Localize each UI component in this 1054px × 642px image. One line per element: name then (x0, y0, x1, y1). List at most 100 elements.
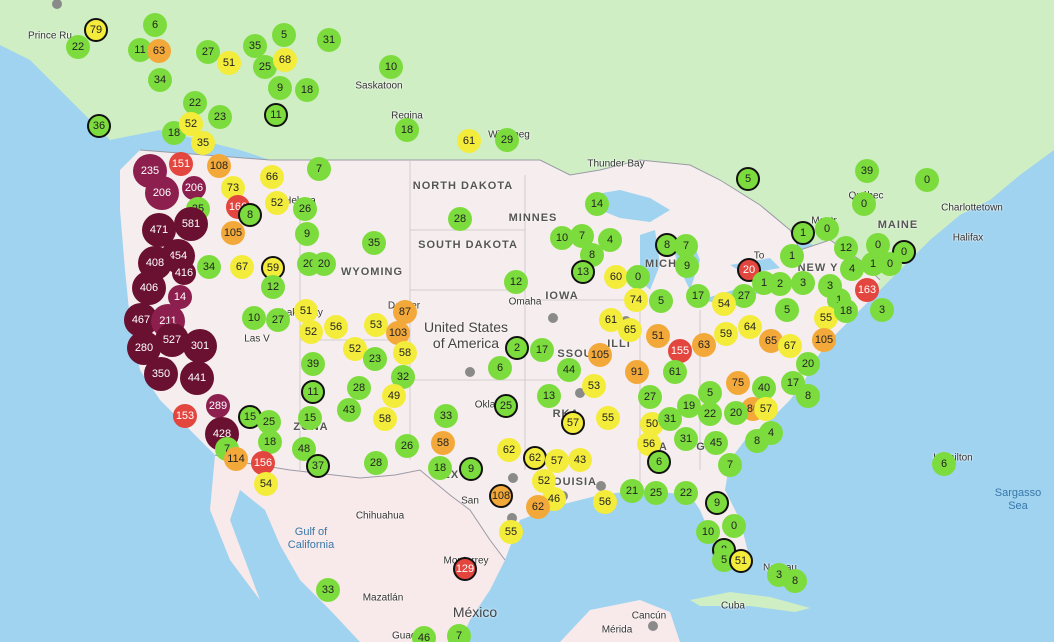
aqi-marker[interactable]: 15 (298, 406, 322, 430)
aqi-marker[interactable]: 56 (593, 490, 617, 514)
aqi-marker[interactable]: 0 (878, 252, 902, 276)
aqi-marker[interactable]: 9 (268, 76, 292, 100)
aqi-marker[interactable]: 416 (172, 261, 196, 285)
aqi-marker[interactable]: 51 (729, 549, 753, 573)
aqi-marker[interactable]: 37 (306, 454, 330, 478)
aqi-marker[interactable]: 8 (783, 569, 807, 593)
aqi-marker[interactable]: 6 (932, 452, 956, 476)
aqi-marker[interactable]: 25 (644, 481, 668, 505)
aqi-marker[interactable]: 6 (143, 13, 167, 37)
aqi-marker[interactable]: 114 (224, 447, 248, 471)
aqi-marker[interactable]: 45 (704, 431, 728, 455)
aqi-marker[interactable]: 13 (537, 384, 561, 408)
aqi-marker[interactable]: 49 (382, 384, 406, 408)
aqi-marker[interactable]: 58 (373, 407, 397, 431)
aqi-marker[interactable]: 67 (778, 334, 802, 358)
aqi-marker[interactable]: 17 (686, 284, 710, 308)
aqi-marker[interactable]: 9 (675, 254, 699, 278)
aqi-marker[interactable]: 51 (217, 51, 241, 75)
aqi-marker[interactable]: 91 (625, 360, 649, 384)
aqi-marker[interactable]: 31 (317, 28, 341, 52)
aqi-marker[interactable]: 20 (312, 252, 336, 276)
aqi-marker[interactable]: 55 (499, 520, 523, 544)
aqi-marker[interactable]: 26 (293, 197, 317, 221)
aqi-marker[interactable]: 55 (596, 406, 620, 430)
aqi-marker[interactable]: 22 (183, 91, 207, 115)
aqi-marker[interactable]: 75 (726, 371, 750, 395)
aqi-marker[interactable]: 406 (132, 271, 166, 305)
aqi-marker[interactable]: 105 (812, 328, 836, 352)
aqi-marker[interactable]: 35 (191, 131, 215, 155)
aqi-marker[interactable]: 74 (624, 288, 648, 312)
aqi-marker[interactable]: 301 (183, 329, 217, 363)
aqi-marker[interactable]: 57 (561, 411, 585, 435)
aqi-marker[interactable]: 5 (775, 298, 799, 322)
aqi-marker[interactable]: 3 (791, 271, 815, 295)
aqi-marker[interactable]: 21 (620, 479, 644, 503)
aqi-marker[interactable]: 56 (324, 315, 348, 339)
aqi-marker[interactable]: 36 (87, 114, 111, 138)
aqi-marker[interactable]: 35 (362, 231, 386, 255)
aqi-marker[interactable]: 27 (638, 385, 662, 409)
aqi-marker[interactable]: 57 (754, 397, 778, 421)
aqi-marker[interactable]: 129 (453, 557, 477, 581)
aqi-marker[interactable]: 20 (796, 352, 820, 376)
aqi-marker[interactable]: 11 (264, 103, 288, 127)
aqi-marker[interactable]: 23 (363, 347, 387, 371)
aqi-marker[interactable]: 22 (66, 35, 90, 59)
aqi-marker[interactable]: 163 (855, 278, 879, 302)
aqi-marker[interactable]: 44 (557, 358, 581, 382)
aqi-marker[interactable]: 66 (260, 165, 284, 189)
aqi-marker[interactable]: 62 (497, 438, 521, 462)
aqi-marker[interactable]: 62 (526, 495, 550, 519)
aqi-marker[interactable]: 10 (379, 55, 403, 79)
aqi-marker[interactable]: 4 (759, 421, 783, 445)
aqi-marker[interactable]: 39 (301, 352, 325, 376)
aqi-marker[interactable]: 105 (588, 343, 612, 367)
aqi-marker[interactable]: 7 (718, 453, 742, 477)
aqi-marker[interactable]: 28 (347, 376, 371, 400)
aqi-marker[interactable]: 441 (180, 361, 214, 395)
aqi-marker[interactable]: 1 (791, 221, 815, 245)
aqi-marker[interactable]: 3 (870, 298, 894, 322)
aqi-marker[interactable]: 54 (712, 292, 736, 316)
aqi-marker[interactable]: 153 (173, 404, 197, 428)
aqi-marker[interactable]: 51 (294, 299, 318, 323)
aqi-marker[interactable]: 18 (295, 78, 319, 102)
aqi-marker[interactable]: 108 (489, 484, 513, 508)
aqi-marker[interactable]: 28 (364, 451, 388, 475)
aqi-marker[interactable]: 9 (705, 491, 729, 515)
aqi-marker[interactable]: 14 (585, 192, 609, 216)
aqi-marker[interactable]: 2 (768, 272, 792, 296)
aqi-marker[interactable]: 39 (855, 159, 879, 183)
aqi-marker[interactable]: 8 (796, 384, 820, 408)
aqi-marker[interactable]: 581 (174, 207, 208, 241)
aqi-marker[interactable]: 0 (915, 168, 939, 192)
aqi-marker[interactable]: 0 (815, 217, 839, 241)
aqi-marker[interactable]: 9 (295, 222, 319, 246)
aqi-marker[interactable]: 108 (207, 154, 231, 178)
aqi-marker[interactable]: 65 (618, 318, 642, 342)
aqi-marker[interactable]: 13 (571, 260, 595, 284)
aqi-marker[interactable]: 17 (530, 338, 554, 362)
aqi-marker[interactable]: 23 (208, 105, 232, 129)
aqi-marker[interactable]: 58 (431, 431, 455, 455)
aqi-marker[interactable]: 0 (852, 192, 876, 216)
aqi-marker[interactable]: 26 (395, 434, 419, 458)
aqi-marker[interactable]: 53 (364, 313, 388, 337)
aqi-marker[interactable]: 52 (265, 191, 289, 215)
aqi-marker[interactable]: 6 (488, 356, 512, 380)
aqi-marker[interactable]: 206 (145, 176, 179, 210)
aqi-marker[interactable]: 52 (299, 320, 323, 344)
aqi-marker[interactable]: 8 (238, 203, 262, 227)
aqi-marker[interactable]: 25 (494, 394, 518, 418)
aqi-marker[interactable]: 20 (724, 401, 748, 425)
aqi-marker[interactable]: 2 (505, 336, 529, 360)
aqi-marker[interactable]: 63 (692, 333, 716, 357)
aqi-marker[interactable]: 18 (395, 118, 419, 142)
aqi-marker[interactable]: 60 (604, 265, 628, 289)
aqi-marker[interactable]: 63 (147, 39, 171, 63)
aqi-marker[interactable]: 61 (663, 360, 687, 384)
aqi-marker[interactable]: 5 (649, 289, 673, 313)
aqi-marker[interactable]: 43 (568, 448, 592, 472)
